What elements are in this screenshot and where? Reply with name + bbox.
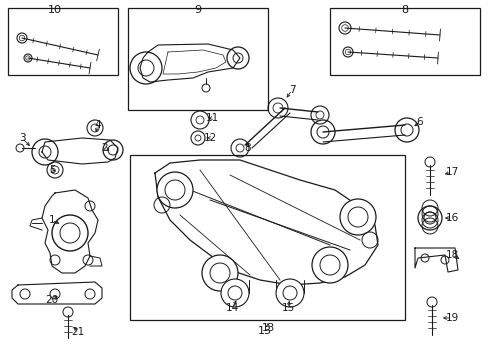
Text: 14: 14 (225, 303, 238, 313)
Text: 10: 10 (48, 5, 62, 15)
Circle shape (157, 172, 193, 208)
Text: 18: 18 (445, 250, 458, 260)
Text: 16: 16 (445, 213, 458, 223)
Text: 12: 12 (203, 133, 216, 143)
Text: 8: 8 (401, 5, 408, 15)
Text: 2: 2 (102, 143, 108, 153)
Text: 19: 19 (445, 313, 458, 323)
Text: 17: 17 (445, 167, 458, 177)
Text: 15: 15 (281, 303, 294, 313)
Text: 9: 9 (194, 5, 201, 15)
Text: 20: 20 (45, 295, 59, 305)
Circle shape (221, 279, 248, 307)
Text: 21: 21 (71, 327, 84, 337)
Text: 11: 11 (205, 113, 218, 123)
Circle shape (339, 199, 375, 235)
Text: 4: 4 (95, 120, 101, 130)
Text: 6: 6 (416, 117, 423, 127)
Circle shape (311, 247, 347, 283)
Text: 13: 13 (261, 323, 274, 333)
Text: 1: 1 (49, 215, 55, 225)
Text: 8: 8 (244, 143, 251, 153)
Text: 7: 7 (288, 85, 295, 95)
Circle shape (275, 279, 304, 307)
Text: 3: 3 (19, 133, 25, 143)
Text: 13: 13 (258, 326, 271, 336)
Text: 5: 5 (49, 165, 55, 175)
Circle shape (202, 255, 238, 291)
